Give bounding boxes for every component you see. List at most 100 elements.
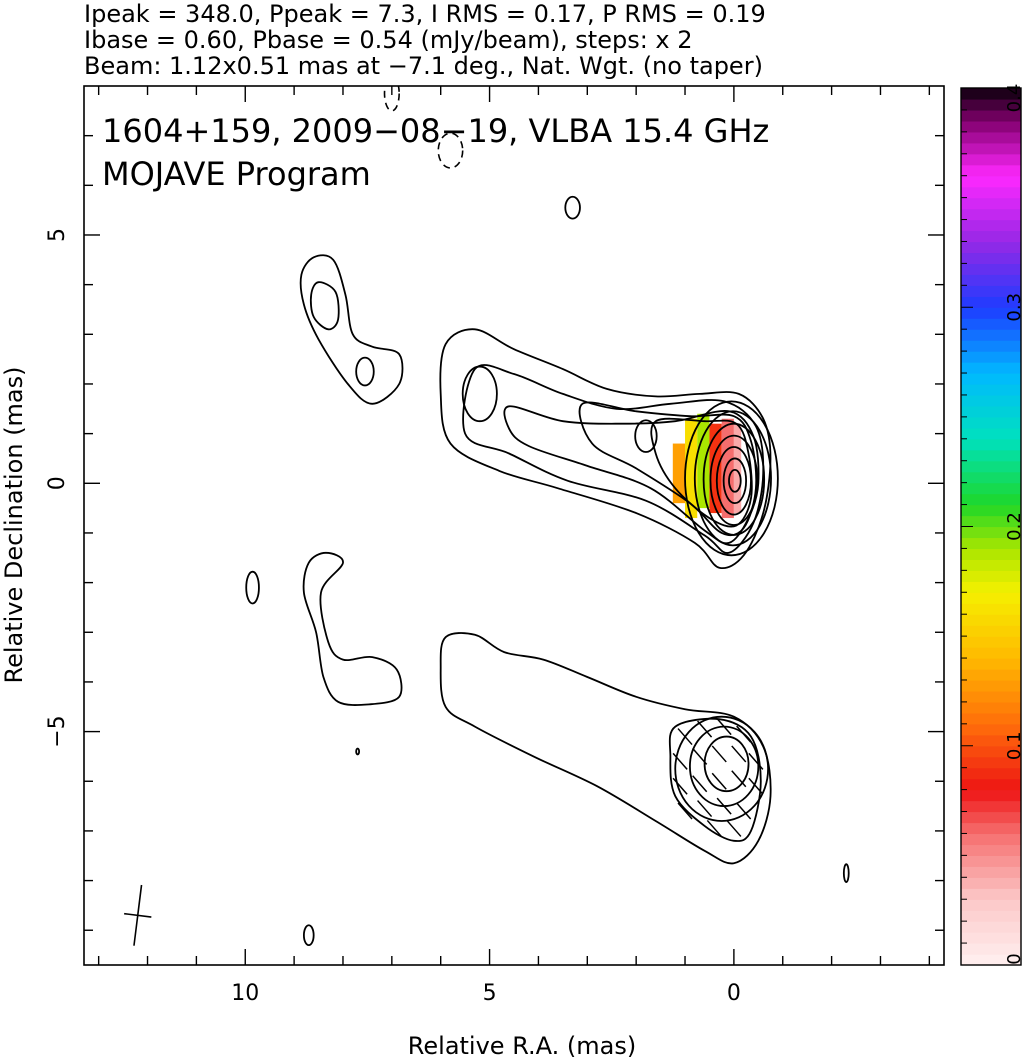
polarization-patch-5: [733, 423, 742, 514]
upper-blob-16: [355, 356, 375, 387]
colorbar-swatch: [961, 756, 1021, 769]
colorbar-swatch: [961, 625, 1021, 637]
colorbar-swatch: [961, 219, 1021, 232]
upper-core-9: [715, 446, 752, 516]
colorbar-swatch: [961, 416, 1021, 429]
colorbar-swatch: [961, 373, 1021, 385]
evpa-tick-10: [692, 775, 708, 793]
colorbar-swatch: [961, 285, 1021, 297]
colorbar-swatch: [961, 888, 1021, 900]
upper-core-5: [684, 400, 779, 557]
evpa-tick-6: [711, 745, 727, 763]
upper-core-7: [702, 422, 766, 536]
plot-title-line-1: 1604+159, 2009−08−19, VLBA 15.4 GHz: [102, 112, 769, 150]
colorbar-swatch: [961, 778, 1021, 791]
axis-ticks: 10 5 0 5 0 −5: [45, 86, 944, 1006]
colorbar-swatch: [961, 208, 1021, 221]
colorbar-swatch: [961, 734, 1021, 747]
evpa-tick-16: [716, 797, 732, 815]
colorbar-swatch: [961, 723, 1021, 736]
colorbar-swatch: [961, 120, 1021, 133]
evpa-tick-7: [731, 745, 747, 763]
x-axis-label: Relative R.A. (mas): [408, 1032, 636, 1060]
colorbar-swatch: [961, 789, 1021, 802]
colorbar-swatch: [961, 383, 1021, 396]
upper-blob-13: [634, 419, 658, 453]
colorbar-swatch: [961, 164, 1021, 177]
evpa-tick-12: [731, 770, 747, 788]
evpa-tick-3: [736, 725, 752, 743]
plot-frame: [83, 85, 945, 966]
evpa-tick-4: [672, 752, 688, 770]
colorbar-tick-label: 0: [1004, 953, 1022, 964]
evpa-tick-18: [706, 819, 722, 837]
upper-core-10: [722, 457, 748, 505]
colorbar-swatch: [961, 405, 1021, 418]
evpa-tick-0: [677, 728, 693, 746]
colorbar-swatch: [961, 263, 1021, 275]
upper-core-6: [693, 410, 772, 547]
lower-jet-outer-0: [439, 632, 772, 865]
colorbar-swatch: [961, 822, 1021, 835]
lower-jet-1: [668, 717, 762, 842]
colorbar-swatch: [961, 537, 1021, 550]
colorbar-swatch: [961, 866, 1021, 878]
colorbar-swatch: [961, 767, 1021, 780]
colorbar-tick-label: 0.3: [1004, 293, 1022, 322]
colorbar-swatch: [961, 581, 1021, 593]
upper-island-15: [309, 281, 340, 331]
colorbar-swatch: [961, 109, 1021, 122]
plot-title-line-2: MOJAVE Program: [102, 155, 371, 193]
colorbar-swatch: [961, 318, 1021, 330]
evpa-tick-8: [748, 752, 764, 770]
y-tick-label: −5: [45, 715, 70, 747]
colorbar-swatch: [961, 274, 1021, 286]
colorbar-swatch: [961, 362, 1021, 374]
y-axis-label: Relative Declination (mas): [0, 366, 28, 683]
upper-negative-18: [437, 132, 464, 169]
colorbar-swatch: [961, 230, 1021, 243]
colorbar-swatch: [961, 394, 1021, 407]
x-tick-label: 5: [483, 981, 497, 1006]
lower-blob-7: [302, 924, 315, 947]
colorbar-swatch: [961, 679, 1021, 692]
colorbar-swatch: [961, 690, 1021, 703]
evpa-tick-9: [672, 777, 688, 795]
colorbar-swatch: [961, 647, 1021, 659]
evpa-tick-17: [736, 802, 752, 820]
colorbar-swatch: [961, 438, 1021, 451]
x-tick-label: 10: [231, 981, 259, 1006]
colorbar-swatch: [961, 515, 1021, 528]
beam-minor-axis: [124, 912, 152, 918]
colorbar-swatch: [961, 954, 1021, 966]
colorbar-swatch: [961, 701, 1021, 714]
colorbar-swatch: [961, 570, 1021, 582]
polarization-patch-1: [685, 418, 698, 519]
lower-blob-8: [842, 863, 850, 883]
colorbar-swatch: [961, 471, 1021, 484]
evpa-tick-2: [716, 718, 732, 736]
colorbar-swatch: [961, 669, 1021, 681]
upper-core-8: [709, 434, 759, 526]
colorbar-swatch: [961, 252, 1021, 264]
colorbar-tick-label: 0.2: [1004, 512, 1022, 541]
colorbar-swatch: [961, 855, 1021, 867]
header-line-1: Ipeak = 348.0, Ppeak = 7.3, I RMS = 0.17…: [84, 0, 766, 28]
colorbar-swatch: [961, 142, 1021, 155]
colorbar-swatch: [961, 921, 1021, 933]
colorbar-swatch: [961, 614, 1021, 626]
colorbar-swatch: [961, 427, 1021, 440]
polarization-patch-0: [672, 443, 686, 504]
colorbar-swatch: [961, 98, 1021, 111]
colorbar-frame: [960, 87, 1022, 966]
beam-marker: [124, 884, 152, 946]
evpa-vector-layer: [672, 718, 764, 837]
upper-main-jet-outer-0: [439, 328, 772, 570]
colorbar-swatch: [961, 175, 1021, 188]
x-tick-label: 0: [727, 981, 741, 1006]
colorbar-swatch: [961, 526, 1021, 539]
lower-island-5: [302, 551, 403, 706]
colorbar-swatch: [961, 482, 1021, 495]
colorbar-swatch: [961, 504, 1021, 517]
